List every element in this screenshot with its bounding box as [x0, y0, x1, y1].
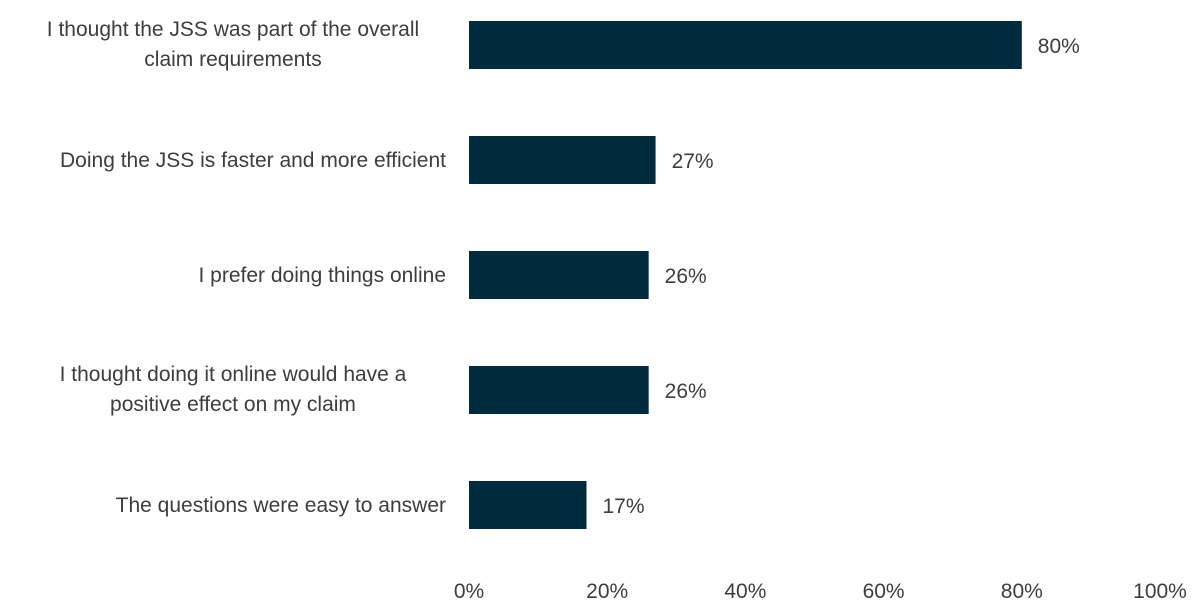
bar-2 [469, 136, 656, 184]
category-label-4-line-1: I thought doing it online would have a [60, 363, 407, 386]
bar-1 [469, 21, 1022, 69]
x-tick-label-6: 100% [1133, 580, 1187, 603]
x-tick-label-5: 80% [1001, 580, 1043, 603]
x-axis-tick-labels: 0% 20% 40% 60% 80% 100% [454, 580, 1187, 603]
data-label-4: 26% [665, 380, 707, 403]
category-label-4-line-2: positive effect on my claim [110, 393, 356, 416]
data-label-3: 26% [665, 265, 707, 288]
bars-layer [469, 21, 1022, 529]
category-labels: I thought the JSS was part of the overal… [47, 18, 446, 517]
category-label-5-line-1: The questions were easy to answer [116, 494, 446, 517]
bar-5 [469, 481, 587, 529]
data-label-1: 80% [1038, 35, 1080, 58]
data-labels: 80% 27% 26% 26% 17% [602, 35, 1079, 518]
data-label-5: 17% [602, 495, 644, 518]
category-label-2-line-1: Doing the JSS is faster and more efficie… [60, 149, 446, 172]
x-tick-label-3: 40% [724, 580, 766, 603]
x-tick-label-4: 60% [863, 580, 905, 603]
x-tick-label-2: 20% [586, 580, 628, 603]
data-label-2: 27% [672, 150, 714, 173]
category-label-1-line-1: I thought the JSS was part of the overal… [47, 18, 419, 41]
x-tick-label-1: 0% [454, 580, 484, 603]
bar-3 [469, 251, 649, 299]
category-label-1-line-2: claim requirements [144, 48, 321, 71]
bar-4 [469, 366, 649, 414]
category-label-3-line-1: I prefer doing things online [199, 264, 447, 287]
